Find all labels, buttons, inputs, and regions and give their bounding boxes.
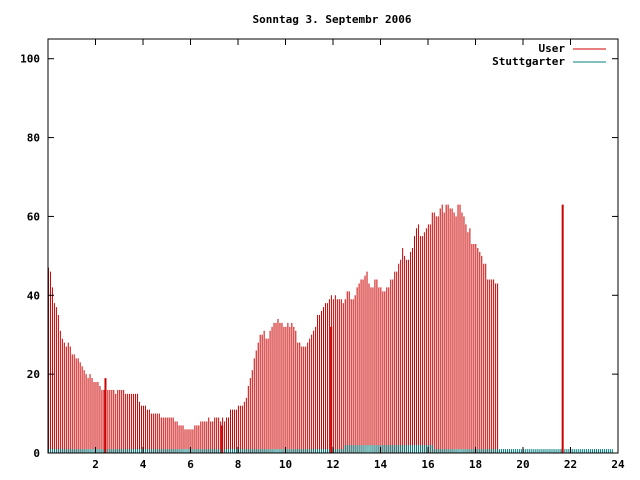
y-tick-label: 80 [27, 132, 40, 145]
x-tick-label: 8 [235, 458, 242, 471]
x-tick-label: 10 [279, 458, 292, 471]
x-tick-label: 6 [187, 458, 194, 471]
x-tick-label: 18 [469, 458, 482, 471]
x-tick-label: 16 [421, 458, 435, 471]
y-tick-label: 0 [33, 447, 40, 460]
y-tick-label: 40 [27, 289, 40, 302]
x-tick-label: 22 [564, 458, 577, 471]
bars-layer [48, 204, 613, 453]
y-tick-label: 20 [27, 368, 40, 381]
chart-title: Sonntag 3. Septembr 2006 [253, 13, 412, 26]
legend-label-1: Stuttgarter [492, 55, 565, 68]
x-tick-label: 2 [92, 458, 99, 471]
x-tick-label: 4 [140, 458, 147, 471]
legend-label-0: User [539, 42, 566, 55]
y-tick-label: 60 [27, 210, 40, 223]
x-tick-label: 20 [516, 458, 529, 471]
x-tick-label: 12 [326, 458, 339, 471]
x-tick-label: 24 [611, 458, 625, 471]
y-tick-label: 100 [20, 53, 40, 66]
x-tick-label: 14 [374, 458, 388, 471]
